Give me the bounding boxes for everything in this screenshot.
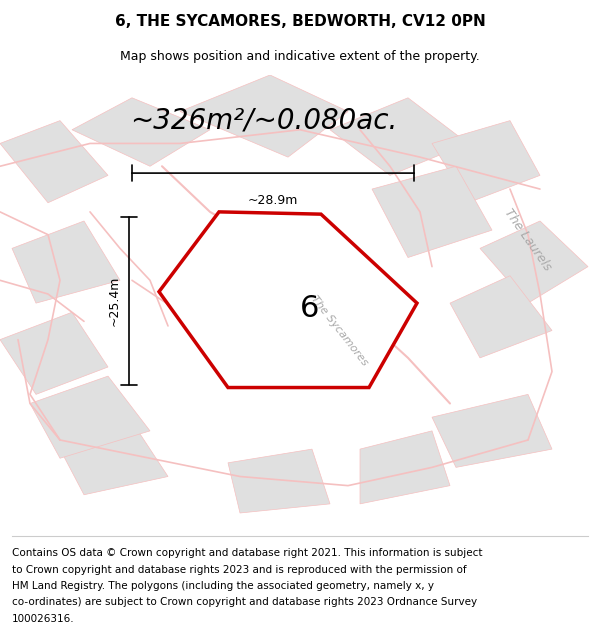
Text: The Laurels: The Laurels (502, 206, 554, 272)
Text: Contains OS data © Crown copyright and database right 2021. This information is : Contains OS data © Crown copyright and d… (12, 548, 482, 558)
Polygon shape (330, 98, 468, 176)
Polygon shape (159, 212, 417, 388)
Text: 100026316.: 100026316. (12, 614, 74, 624)
Polygon shape (450, 276, 552, 358)
Polygon shape (0, 312, 108, 394)
Polygon shape (432, 394, 552, 468)
Polygon shape (180, 75, 348, 157)
Text: 6: 6 (300, 294, 319, 323)
Polygon shape (228, 449, 330, 513)
Text: 6, THE SYCAMORES, BEDWORTH, CV12 0PN: 6, THE SYCAMORES, BEDWORTH, CV12 0PN (115, 14, 485, 29)
Polygon shape (432, 121, 540, 202)
Text: to Crown copyright and database rights 2023 and is reproduced with the permissio: to Crown copyright and database rights 2… (12, 564, 467, 574)
Polygon shape (72, 98, 210, 166)
Text: HM Land Registry. The polygons (including the associated geometry, namely x, y: HM Land Registry. The polygons (includin… (12, 581, 434, 591)
Polygon shape (360, 431, 450, 504)
Polygon shape (372, 166, 492, 258)
Polygon shape (0, 121, 108, 202)
Text: The Sycamores: The Sycamores (308, 294, 370, 368)
Polygon shape (30, 376, 150, 458)
Text: co-ordinates) are subject to Crown copyright and database rights 2023 Ordnance S: co-ordinates) are subject to Crown copyr… (12, 598, 477, 608)
Text: ~25.4m: ~25.4m (107, 276, 121, 326)
Text: Map shows position and indicative extent of the property.: Map shows position and indicative extent… (120, 50, 480, 62)
Polygon shape (12, 221, 120, 303)
Text: ~28.9m: ~28.9m (248, 194, 298, 207)
Polygon shape (480, 221, 588, 303)
Polygon shape (60, 422, 168, 495)
Text: ~326m²/~0.080ac.: ~326m²/~0.080ac. (130, 107, 398, 134)
